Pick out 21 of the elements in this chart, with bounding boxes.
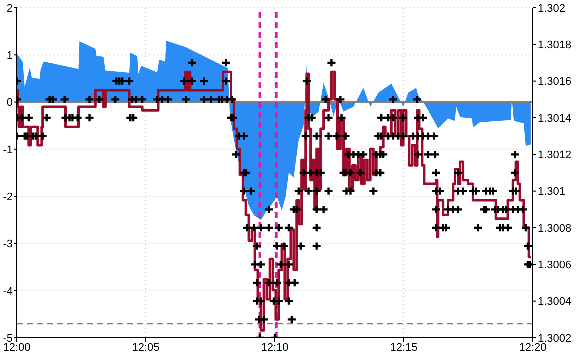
y-tick-label: -2 (3, 191, 13, 204)
y-tick-label: -3 (3, 238, 13, 251)
x-tick-label: 12:10 (261, 342, 289, 353)
y2-tick-label: 1.3008 (538, 222, 572, 235)
y2-tick-label: 1.301 (538, 186, 566, 198)
y2-tick-label: 1.3018 (538, 40, 572, 52)
y-tick-label: 2 (6, 2, 13, 15)
x-tick-label: 12:05 (132, 342, 160, 353)
y-tick-label: -4 (3, 286, 13, 298)
y-tick-label: 1 (6, 50, 13, 62)
y2-tick-label: 1.3012 (538, 150, 572, 162)
y2-tick-label: 1.302 (538, 2, 566, 15)
y2-tick-label: 1.3004 (538, 296, 572, 308)
x-tick-label: 12:15 (390, 342, 418, 353)
y-tick-label: -1 (3, 144, 13, 156)
y2-tick-label: 1.3016 (538, 76, 572, 88)
x-tick-label: 12:20 (519, 342, 547, 353)
y2-tick-label: 1.3006 (538, 260, 572, 272)
y-tick-label: 0 (6, 97, 13, 110)
x-tick-label: 12:00 (3, 342, 31, 353)
y2-tick-label: 1.3014 (538, 112, 572, 125)
